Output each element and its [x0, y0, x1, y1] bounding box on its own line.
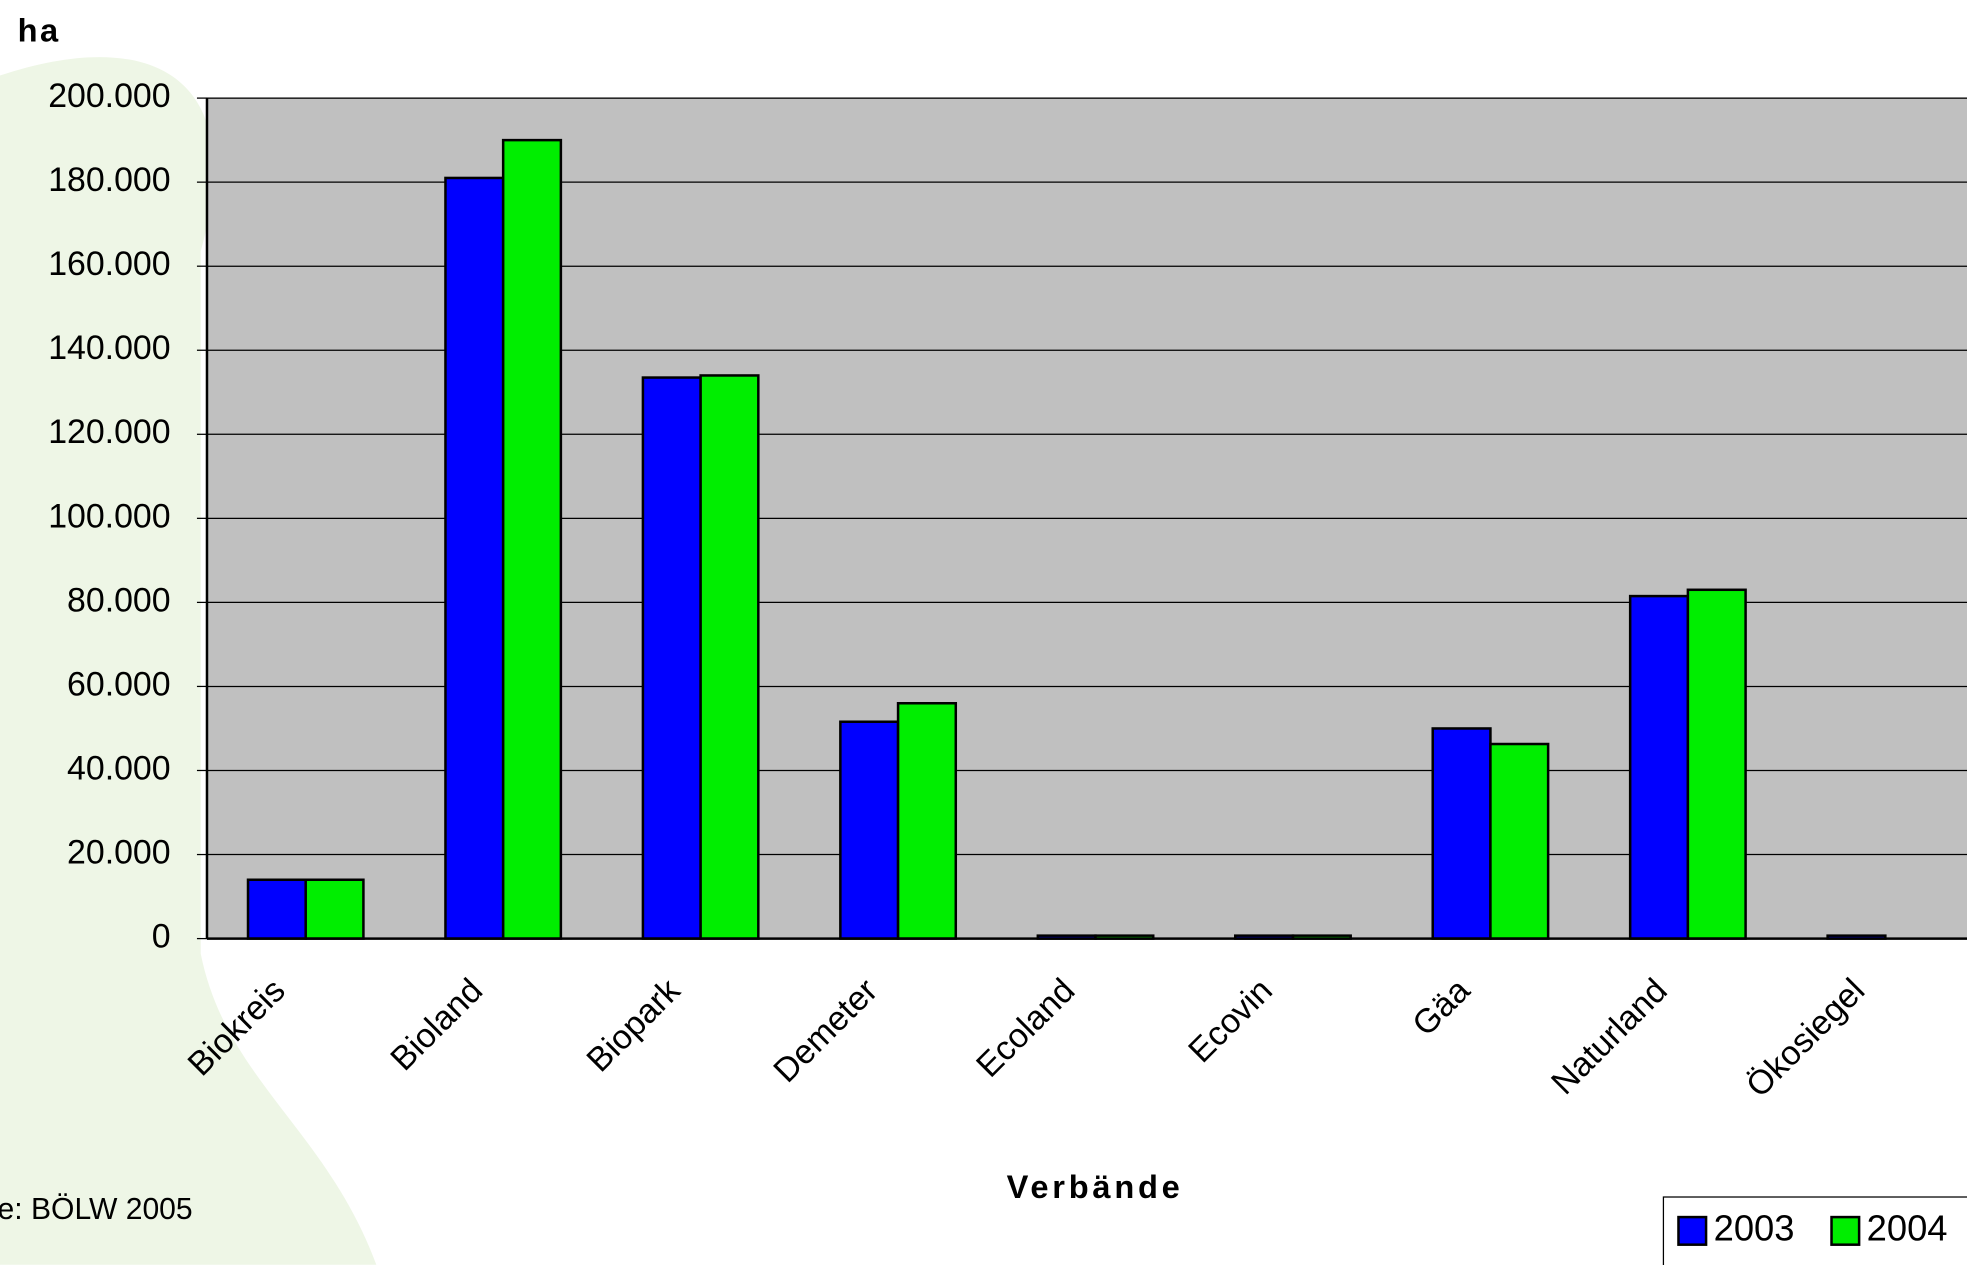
bar — [839, 720, 900, 940]
y-tick-label: 60.000 — [67, 665, 171, 703]
bar — [1628, 594, 1690, 940]
x-tick-label: Biopark — [579, 971, 687, 1079]
x-tick-label: Bioland — [383, 971, 490, 1078]
y-tick-label: 120.000 — [48, 413, 170, 451]
y-tick-label: 200.000 — [48, 77, 170, 115]
x-tick-label: Gäa — [1405, 971, 1477, 1043]
legend-label: 2004 — [1867, 1207, 1948, 1248]
bar — [699, 374, 760, 940]
bar — [896, 701, 958, 940]
legend-box — [1662, 1196, 1967, 1265]
x-tick-label: Ecoland — [969, 971, 1082, 1084]
y-tick-label: 20.000 — [67, 833, 171, 871]
y-tick-label: 140.000 — [48, 329, 170, 367]
bar — [304, 878, 365, 940]
bar — [444, 176, 505, 940]
y-tick-label: 180.000 — [48, 161, 170, 199]
y-axis-title: ha — [18, 11, 61, 48]
x-tick-label: Ecovin — [1181, 971, 1280, 1070]
source-note: e: BÖLW 2005 — [0, 1193, 193, 1226]
legend-swatch — [1677, 1215, 1708, 1246]
x-tick-label: Demeter — [766, 971, 885, 1090]
y-tick-label: 40.000 — [67, 749, 171, 787]
x-tick-label: Naturland — [1544, 971, 1675, 1102]
bar — [1489, 742, 1550, 940]
y-tick-label: 0 — [152, 918, 171, 956]
legend-label: 2003 — [1714, 1207, 1795, 1248]
background-leaf — [0, 57, 377, 1265]
x-tick-label: Ökosiegel — [1739, 971, 1872, 1104]
bar — [501, 138, 563, 940]
y-tick-label: 80.000 — [67, 581, 171, 619]
bar — [641, 376, 702, 940]
bar — [246, 878, 307, 940]
y-tick-label: 160.000 — [48, 245, 170, 283]
legend-swatch — [1830, 1215, 1861, 1246]
x-axis-title: Verbände — [1007, 1168, 1184, 1205]
bar — [1431, 727, 1492, 940]
y-tick-label: 100.000 — [48, 497, 170, 535]
bar — [1686, 588, 1747, 940]
